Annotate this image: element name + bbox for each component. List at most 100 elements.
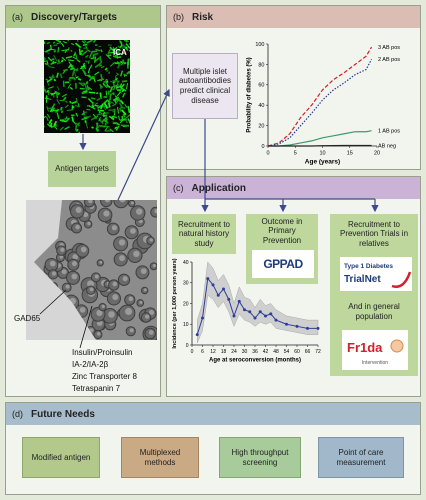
data-point (295, 324, 299, 328)
x-tick-label: 24 (231, 349, 237, 355)
x-tick-label: 42 (263, 349, 269, 355)
data-point (258, 310, 262, 314)
x-tick-label: 20 (374, 151, 380, 157)
panel-b: (b) Risk (166, 5, 421, 170)
x-tick-label: 66 (305, 349, 311, 355)
x-tick-label: 6 (201, 349, 204, 355)
x-tick-label: 10 (319, 151, 325, 157)
arrow (117, 88, 170, 201)
antigen-label: Insulin/Proinsulin (72, 348, 133, 357)
x-axis-label: Age at seroconversion (months) (209, 358, 301, 364)
y-tick-label: 10 (183, 322, 189, 328)
y-tick-label: 100 (255, 42, 264, 48)
need-box: High throughput screening (219, 437, 301, 478)
pointer (39, 289, 67, 315)
x-tick-label: 5 (294, 151, 297, 157)
panel-title: Future Needs (31, 408, 95, 420)
x-tick-label: 0 (266, 151, 269, 157)
y-tick-label: 60 (258, 83, 264, 89)
x-tick-label: 12 (210, 349, 216, 355)
y-tick-label: 20 (183, 301, 189, 307)
y-axis-label: Probability of diabetes (%) (246, 57, 252, 132)
data-point (201, 316, 204, 320)
data-point (195, 333, 199, 337)
panel-header: (b) Risk (167, 6, 420, 28)
panel-label: (d) (12, 409, 23, 419)
frida-logo: Fr1da (347, 340, 383, 355)
x-tick-label: 36 (252, 349, 258, 355)
data-point (232, 314, 236, 318)
x-tick-label: 30 (242, 349, 248, 355)
frida-logo-sub: Intervention (362, 360, 388, 366)
data-point (248, 310, 252, 314)
y-tick-label: 30 (183, 281, 189, 287)
panel-header: (c) Application (167, 177, 420, 199)
line-series (268, 144, 372, 147)
panel-header: (a) Discovery/Targets (6, 6, 160, 28)
x-tick-label: 18 (221, 349, 227, 355)
application-box: Recruitment to natural history study (172, 214, 236, 254)
risk-box: Multiple islet autoantibodies predict cl… (172, 53, 238, 119)
data-point (211, 283, 215, 287)
y-tick-label: 20 (258, 124, 264, 130)
panel-header: (d) Future Needs (6, 403, 420, 425)
panel-title: Risk (192, 11, 214, 23)
y-tick-label: 0 (261, 144, 264, 150)
logo-swoosh (391, 271, 412, 288)
series-label: 2 AB pos (378, 57, 400, 63)
trialnet-logo-top: Type 1 Diabetes (344, 263, 393, 270)
series-label: AB neg (378, 143, 396, 149)
series-label: 1 AB pos (378, 129, 400, 135)
image-label: ICA (113, 48, 127, 57)
line-series (268, 130, 372, 147)
data-point (285, 322, 288, 326)
x-tick-label: 72 (315, 349, 321, 355)
series-label: 3 AB pos (378, 45, 400, 51)
line-series (267, 59, 373, 147)
application-box: Outcome in Primary Prevention (261, 216, 303, 245)
panel-label: (c) (173, 183, 184, 193)
data-point (269, 312, 273, 316)
y-tick-label: 80 (258, 62, 264, 68)
x-tick-label: 60 (294, 349, 300, 355)
y-axis-label: Incidence (per 1,000 person years) (172, 258, 178, 348)
data-point (222, 287, 225, 291)
application-box: Recruitment to Prevention Trials in rela… (339, 219, 409, 248)
line-series (267, 46, 373, 147)
panel-title: Discovery/Targets (31, 11, 117, 23)
confidence-band (197, 261, 319, 344)
need-box: Point of care measurement (318, 437, 404, 478)
antigen-box: Antigen targets (48, 151, 116, 187)
data-point (227, 297, 231, 301)
y-tick-label: 40 (183, 260, 189, 266)
antigen-label: GAD65 (14, 314, 41, 323)
x-tick-label: 15 (347, 151, 353, 157)
gppad-logo: GPPAD (263, 257, 303, 271)
antigen-label: Tetraspanin 7 (72, 384, 121, 393)
data-point (306, 326, 309, 330)
panel-label: (a) (12, 12, 23, 22)
need-box: Multiplexed methods (121, 437, 199, 478)
line-series (196, 277, 318, 335)
x-tick-label: 48 (273, 349, 279, 355)
data-point (253, 316, 257, 320)
antigen-label: IA-2/IA-2β (72, 360, 109, 369)
x-axis-label: Age (years) (305, 159, 340, 166)
logo-bg (252, 250, 314, 278)
panel-title: Application (191, 182, 246, 194)
trialnet-logo: TrialNet (344, 274, 381, 285)
data-point (206, 277, 210, 281)
data-point (274, 318, 278, 322)
em-image (26, 200, 157, 340)
data-point (243, 308, 246, 312)
x-tick-label: 0 (191, 349, 194, 355)
data-point (264, 314, 267, 318)
data-point (237, 299, 241, 303)
x-tick-label: 54 (284, 349, 290, 355)
data-point (316, 326, 320, 330)
panel-label: (b) (173, 12, 184, 22)
y-tick-label: 40 (258, 103, 264, 109)
antigen-label: Zinc Transporter 8 (72, 372, 137, 381)
